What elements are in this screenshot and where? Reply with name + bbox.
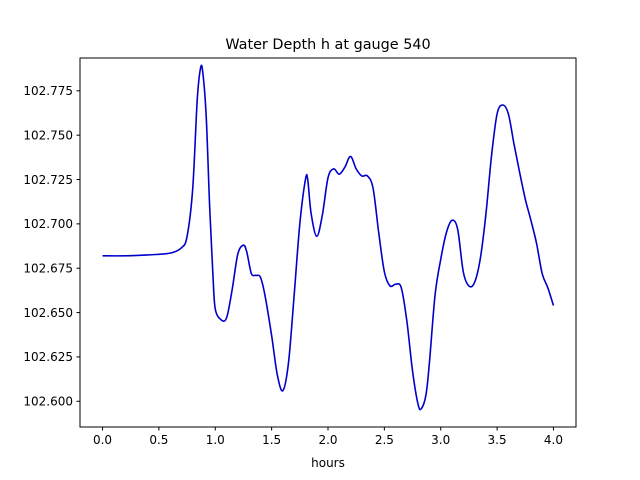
y-tick-label: 102.750 [23, 128, 73, 142]
x-tick-label: 3.0 [431, 433, 450, 447]
y-tick-label: 102.600 [23, 395, 73, 409]
x-tick-label: 1.0 [206, 433, 225, 447]
x-tick-label: 3.5 [488, 433, 507, 447]
chart-title: Water Depth h at gauge 540 [225, 37, 430, 53]
x-axis-label: hours [311, 456, 345, 470]
series-group [102, 64, 555, 411]
series-line [102, 64, 555, 411]
x-tick-label: 0.0 [93, 433, 112, 447]
y-tick-label: 102.775 [23, 84, 73, 98]
y-tick-label: 102.725 [23, 173, 73, 187]
x-tick-label: 0.5 [149, 433, 168, 447]
x-tick-label: 2.5 [375, 433, 394, 447]
y-tick-label: 102.700 [23, 217, 73, 231]
y-tick-label: 102.650 [23, 306, 73, 320]
x-tick-label: 1.5 [262, 433, 281, 447]
plot-area-frame [79, 57, 577, 428]
y-axis: 102.600 102.625 102.650 102.675 102.700 102.7… [23, 84, 80, 409]
x-axis: 0.0 0.5 1.0 1.5 2.0 2.5 3.0 3.5 4.0 [93, 427, 563, 447]
y-tick-label: 102.675 [23, 262, 73, 276]
x-tick-label: 2.0 [318, 433, 337, 447]
y-tick-label: 102.625 [23, 350, 73, 364]
x-tick-label: 4.0 [544, 433, 563, 447]
